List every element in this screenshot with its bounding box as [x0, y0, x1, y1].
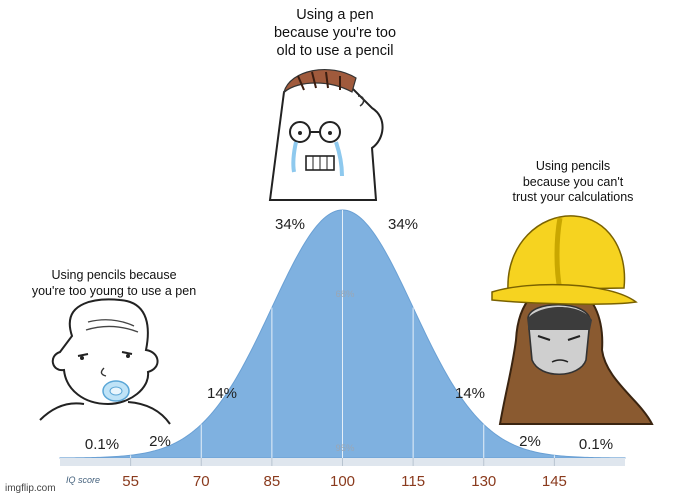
axis-ticks — [130, 458, 555, 466]
pct-center-right: 34% — [388, 216, 418, 233]
pct-mid-left: 14% — [207, 385, 237, 402]
x-tick-labels: 55 70 85 100 115 130 145 — [122, 473, 567, 490]
watermark: imgflip.com — [5, 483, 56, 494]
x-tick-label-70: 70 — [193, 473, 210, 490]
pct-tail-left: 0.1% — [85, 436, 119, 453]
pct-outer-right: 2% — [519, 433, 541, 450]
caption-left: Using pencils because you're too young t… — [31, 268, 197, 298]
crying-wojak-icon — [268, 69, 384, 201]
x-axis-label: IQ score — [66, 475, 100, 485]
x-tick-label-130: 130 — [471, 473, 496, 490]
outer-band-label: 95% — [335, 443, 355, 454]
caption-middle: Using a pen because you're too old to us… — [273, 7, 397, 60]
x-tick-label-85: 85 — [264, 473, 281, 490]
baby-wojak-icon — [39, 298, 171, 425]
x-tick-label-55: 55 — [122, 473, 139, 490]
caption-right: Using pencils because you can't trust yo… — [512, 159, 634, 205]
pct-outer-left: 2% — [149, 433, 171, 450]
pct-mid-right: 14% — [455, 385, 485, 402]
pct-tail-right: 0.1% — [579, 436, 613, 453]
sd-lines — [130, 210, 555, 458]
x-tick-label-145: 145 — [542, 473, 567, 490]
inner-band-label: 68% — [335, 289, 355, 300]
pct-center-left: 34% — [275, 216, 305, 233]
x-tick-label-115: 115 — [401, 473, 425, 490]
hard-hat-icon — [491, 215, 638, 305]
x-tick-label-100: 100 — [330, 473, 355, 490]
pacifier-icon — [102, 380, 130, 402]
